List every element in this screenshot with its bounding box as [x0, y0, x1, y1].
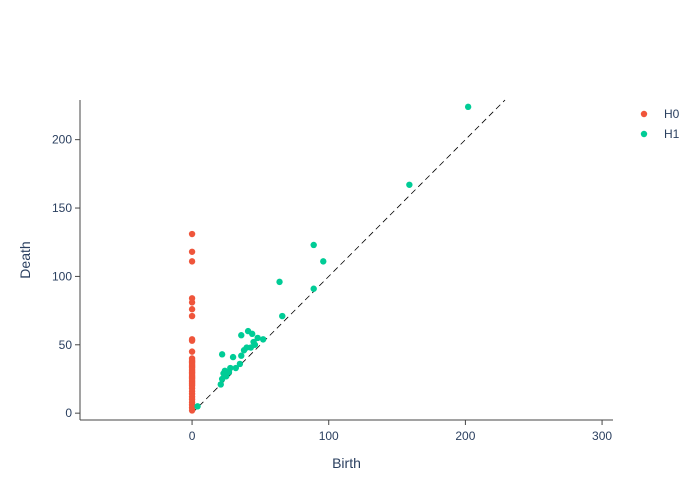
y-tick-label: 50 [59, 338, 73, 352]
data-point-h0[interactable] [188, 230, 196, 238]
data-point-h0[interactable] [188, 348, 196, 355]
plot-area [188, 99, 506, 414]
legend-marker [640, 130, 648, 138]
legend-marker [640, 110, 648, 118]
diagonal-line [191, 99, 506, 414]
data-point-h1[interactable] [229, 353, 237, 361]
x-tick-label: 200 [455, 429, 475, 443]
data-point-h1[interactable] [218, 351, 226, 358]
data-point-h1[interactable] [254, 334, 261, 342]
data-point-h0[interactable] [188, 299, 196, 306]
points-layer [188, 103, 472, 414]
data-point-h1[interactable] [249, 330, 256, 338]
diagonal-layer [191, 99, 506, 414]
x-axis-ticks: 0 100 200 300 [189, 420, 612, 443]
data-point-h0[interactable] [188, 337, 196, 344]
x-axis-title: Birth [332, 455, 361, 471]
data-point-h1[interactable] [236, 360, 244, 368]
data-point-h1[interactable] [320, 258, 327, 265]
x-tick-label: 0 [189, 429, 196, 443]
legend-item-h1[interactable]: H1 [640, 127, 680, 141]
data-point-h1[interactable] [217, 381, 224, 388]
data-point-h0[interactable] [188, 248, 196, 255]
data-point-h1[interactable] [232, 364, 239, 372]
data-point-h1[interactable] [279, 312, 286, 320]
data-point-h1[interactable] [464, 103, 472, 111]
data-point-h1[interactable] [406, 181, 413, 188]
data-point-h0[interactable] [188, 258, 196, 265]
data-point-h1[interactable] [194, 403, 201, 410]
y-tick-label: 0 [65, 406, 72, 420]
legend-label: H0 [664, 107, 680, 121]
y-tick-label: 200 [52, 133, 72, 147]
legend-label: H1 [664, 127, 680, 141]
x-tick-label: 100 [319, 429, 339, 443]
data-point-h0[interactable] [188, 306, 196, 313]
data-point-h1[interactable] [251, 341, 259, 348]
data-point-h0[interactable] [188, 312, 196, 320]
y-axis-ticks: 0 50 100 150 200 [52, 133, 80, 420]
y-axis-title: Death [17, 241, 33, 278]
legend-item-h0[interactable]: H0 [640, 107, 680, 121]
x-tick-label: 300 [592, 429, 612, 443]
data-point-h1[interactable] [218, 375, 226, 383]
data-point-h1[interactable] [310, 241, 317, 249]
data-point-h1[interactable] [310, 285, 317, 292]
data-point-h1[interactable] [238, 352, 245, 359]
series-h0 [188, 230, 196, 414]
data-point-h1[interactable] [259, 336, 267, 343]
data-point-h1[interactable] [276, 278, 283, 286]
data-point-h1[interactable] [243, 344, 250, 351]
y-tick-label: 100 [52, 269, 72, 283]
data-point-h0[interactable] [188, 407, 196, 414]
data-point-h1[interactable] [238, 332, 245, 339]
y-tick-label: 150 [52, 201, 72, 215]
series-h1 [194, 103, 472, 410]
